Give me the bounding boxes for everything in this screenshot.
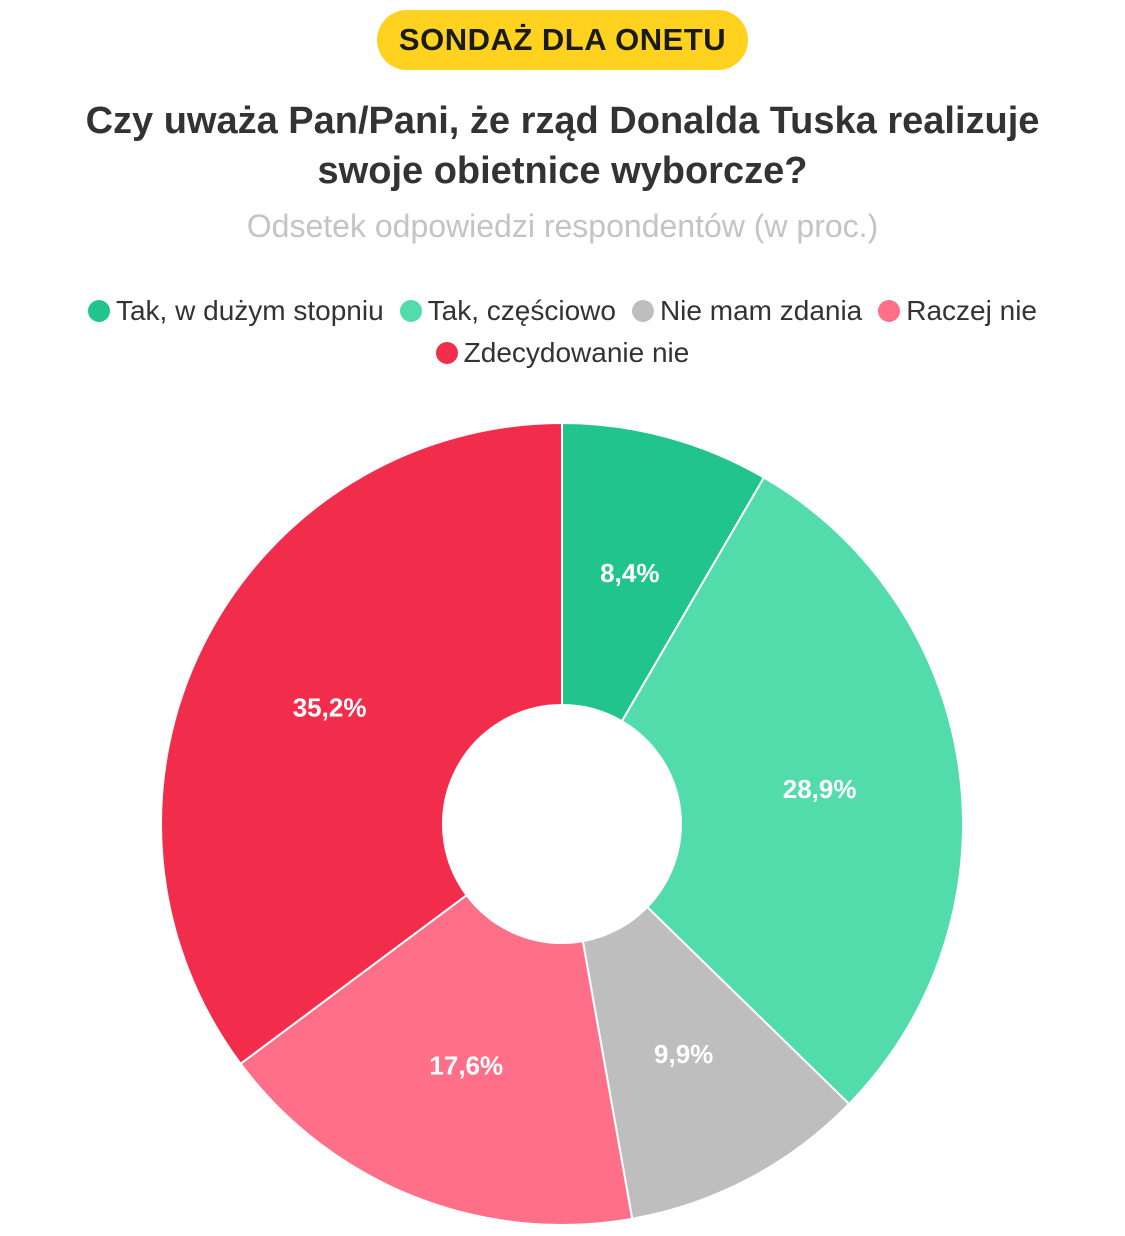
- slice-value-label: 9,9%: [654, 1039, 713, 1069]
- legend-item[interactable]: Nie mam zdania: [631, 292, 863, 330]
- chart-title: Czy uważa Pan/Pani, że rząd Donalda Tusk…: [85, 100, 1040, 192]
- legend-item[interactable]: Raczej nie: [878, 292, 1037, 330]
- pie-slice[interactable]: [239, 893, 634, 1226]
- legend-label: Tak, częściowo: [427, 295, 616, 326]
- legend-dot-icon: [631, 300, 654, 322]
- legend-dot-icon: [435, 342, 458, 364]
- pie-slice[interactable]: [581, 905, 851, 1220]
- legend-item[interactable]: Zdecydowanie nie: [435, 334, 690, 372]
- slice-value-label: 8,4%: [600, 558, 659, 588]
- legend-label: Nie mam zdania: [659, 295, 863, 326]
- legend-label: Raczej nie: [906, 295, 1037, 326]
- legend-dot-icon: [399, 300, 422, 322]
- legend-item[interactable]: Tak, w dużym stopniu: [87, 292, 384, 330]
- pie-slice[interactable]: [561, 421, 766, 723]
- pie-slice[interactable]: [620, 476, 964, 1106]
- legend-label: Zdecydowanie nie: [463, 337, 690, 368]
- legend-dot-icon: [87, 300, 110, 322]
- pie-slice[interactable]: [160, 421, 563, 1066]
- chart-subtitle: Odsetek odpowiedzi respondentów (w proc.…: [246, 208, 879, 244]
- legend-dot-icon: [878, 300, 901, 322]
- slice-value-label: 17,6%: [429, 1051, 503, 1081]
- legend: Tak, w dużym stopniu Tak, częściowo Nie ma…: [30, 292, 1095, 372]
- slice-value-label: 35,2%: [293, 692, 367, 722]
- legend-item[interactable]: Tak, częściowo: [399, 292, 616, 330]
- legend-label: Tak, w dużym stopniu: [115, 295, 384, 326]
- survey-badge: SONDAŻ DLA ONETU: [376, 10, 749, 70]
- slice-value-label: 28,9%: [783, 774, 857, 804]
- badge-wrapper: SONDAŻ DLA ONETU: [0, 10, 1125, 70]
